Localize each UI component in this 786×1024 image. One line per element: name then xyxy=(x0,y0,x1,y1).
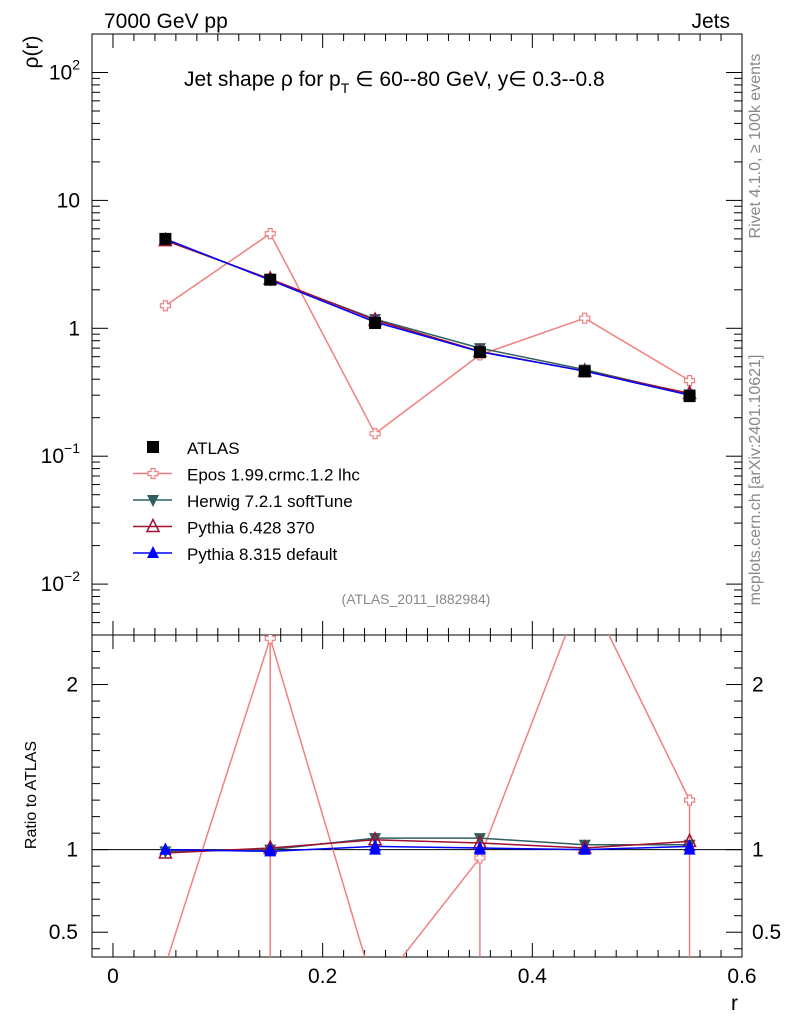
point-epos-1-99-crmc-1-2-lhc xyxy=(683,375,696,387)
ratio-tick-label-right: 1 xyxy=(752,839,764,862)
ratio-point-epos-1-99-crmc-1-2-lhc xyxy=(683,794,696,806)
ratio-point-epos-1-99-crmc-1-2-lhc xyxy=(474,852,486,864)
y-tick-label: 1 xyxy=(68,317,80,340)
x-tick-label: 0.4 xyxy=(518,965,548,988)
legend-marker-pythia-6-428-370 xyxy=(145,517,161,533)
ratio-axis-label: Ratio to ATLAS xyxy=(23,741,40,849)
ratio-line-epos-1-99-crmc-1-2-lhc xyxy=(167,635,691,957)
point-atlas xyxy=(578,365,591,378)
x-tick-label: 0 xyxy=(107,965,119,988)
process-label: Jets xyxy=(691,10,730,33)
point-epos-1-99-crmc-1-2-lhc xyxy=(579,312,591,324)
ratio-point-atlas xyxy=(159,842,172,855)
plot-title: Jet shape ρ for pT ∈ 60--80 GeV, y∈ 0.3--… xyxy=(184,68,605,96)
point-epos-1-99-crmc-1-2-lhc xyxy=(264,228,276,240)
ratio-tick-label: 2 xyxy=(66,674,78,697)
ratio-tick-label-right: 2 xyxy=(752,674,764,697)
rivet-version-label: Rivet 4.1.0, ≥ 100k events xyxy=(747,54,764,239)
analysis-id: (ATLAS_2011_I882984) xyxy=(342,591,491,607)
main-plot-area xyxy=(158,228,697,440)
ratio-point-epos-1-99-crmc-1-2-lhc xyxy=(580,580,590,590)
ratio-point-epos-1-99-crmc-1-2-lhc xyxy=(370,987,380,997)
energy-label: 7000 GeV pp xyxy=(104,10,228,33)
y-tick-label: 102 xyxy=(49,57,80,85)
ratio-point-atlas xyxy=(578,842,591,855)
point-atlas xyxy=(159,232,172,245)
ratio-line-pythia-8-315-default xyxy=(165,845,690,853)
series-line-pythia-6-428-370 xyxy=(165,239,690,395)
legend-marker-epos-1-99-crmc-1-2-lhc xyxy=(147,467,159,480)
y-axis-label: ρ(r) xyxy=(20,36,43,69)
ratio-tick-label: 0.5 xyxy=(49,921,78,944)
point-epos-1-99-crmc-1-2-lhc xyxy=(369,428,381,440)
ratio-plot-area xyxy=(158,580,697,997)
ratio-tick-label-right: 0.5 xyxy=(752,921,781,944)
y-tick-label: 10 xyxy=(57,189,80,212)
series-line-epos-1-99-crmc-1-2-lhc xyxy=(164,232,690,435)
ratio-line-pythia-6-428-370 xyxy=(165,839,690,854)
legend-marker-pythia-8-315-default xyxy=(147,546,159,558)
ratio-point-herwig-7-2-1-softtune xyxy=(473,833,486,846)
point-atlas xyxy=(683,390,696,403)
legend-label-herwig-7-2-1-softtune: Herwig 7.2.1 softTune xyxy=(187,492,353,511)
ratio-tick-label: 1 xyxy=(66,839,78,862)
point-epos-1-99-crmc-1-2-lhc xyxy=(159,300,171,312)
legend-marker-herwig-7-2-1-softtune xyxy=(147,495,159,507)
ratio-point-epos-1-99-crmc-1-2-lhc xyxy=(160,960,170,970)
ratio-point-atlas xyxy=(683,842,696,855)
ratio-point-epos-1-99-crmc-1-2-lhc xyxy=(264,635,276,644)
series-line-herwig-7-2-1-softtune xyxy=(165,238,690,395)
legend-label-epos-1-99-crmc-1-2-lhc: Epos 1.99.crmc.1.2 lhc xyxy=(187,466,360,485)
x-tick-label: 0.2 xyxy=(308,965,337,988)
x-axis-label: r xyxy=(731,992,738,1015)
series-line-pythia-8-315-default xyxy=(165,238,690,396)
ratio-point-atlas xyxy=(264,842,277,855)
legend-marker-atlas xyxy=(147,441,159,453)
ratio-point-atlas xyxy=(473,842,486,855)
ratio-plot-frame xyxy=(91,634,743,958)
point-atlas xyxy=(473,346,486,359)
y-tick-label: 10−1 xyxy=(41,440,81,468)
mcplots-label: mcplots.cern.ch [arXiv:2401.10621] xyxy=(747,355,764,606)
legend-label-pythia-6-428-370: Pythia 6.428 370 xyxy=(187,519,315,538)
legend-label-atlas: ATLAS xyxy=(187,439,240,458)
point-atlas xyxy=(264,273,277,286)
ratio-line-herwig-7-2-1-softtune xyxy=(165,837,690,853)
legend-label-pythia-8-315-default: Pythia 8.315 default xyxy=(187,545,338,564)
ratio-point-atlas xyxy=(369,842,382,855)
y-tick-label: 10−2 xyxy=(41,568,81,596)
x-tick-label: 0.6 xyxy=(727,965,756,988)
point-atlas xyxy=(369,317,382,330)
legend: ATLAS Epos 1.99.crmc.1.2 lhc Herwig 7.2.1 … xyxy=(133,439,360,564)
